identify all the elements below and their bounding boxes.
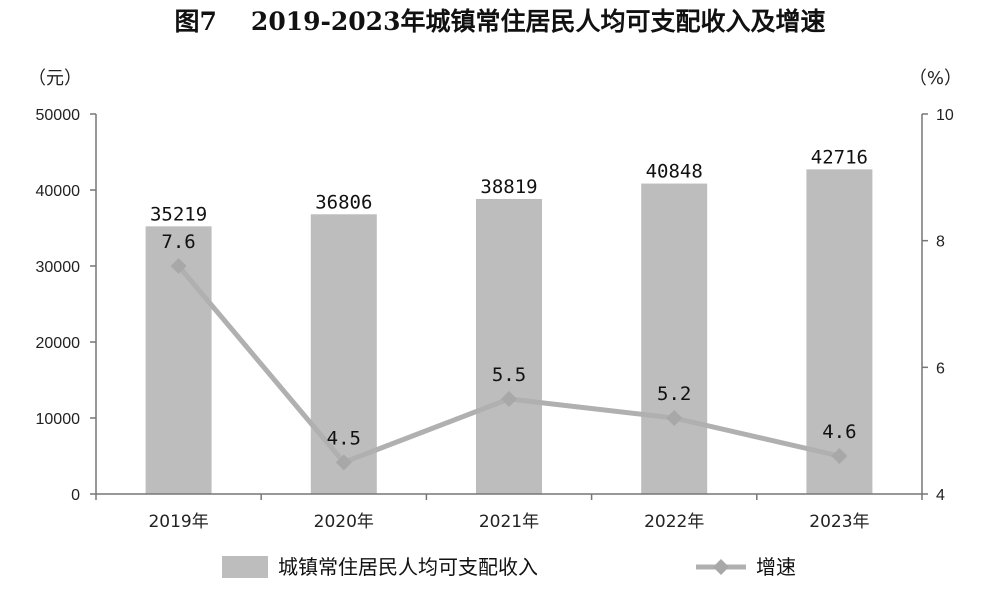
- growth-marker: [170, 258, 187, 274]
- left-tick-label: 50000: [36, 107, 81, 124]
- left-tick-label: 10000: [36, 411, 81, 428]
- right-axis-unit: （%）: [909, 68, 962, 89]
- right-tick-label: 8: [936, 234, 945, 251]
- bar: [641, 183, 708, 494]
- bar: [310, 214, 377, 494]
- bar-value-label: 42716: [811, 146, 868, 168]
- chart-title: 图7 2019-2023年城镇常住居民人均可支配收入及增速: [0, 2, 1000, 38]
- legend-bar-swatch: [222, 556, 268, 578]
- left-tick-label: 0: [71, 487, 80, 504]
- title-text: 2019-2023年城镇常住居民人均可支配收入及增速: [250, 7, 826, 36]
- growth-value-label: 4.6: [822, 421, 856, 443]
- legend-line-label: 增速: [756, 555, 796, 579]
- x-tick-label: 2021年: [479, 512, 539, 532]
- bar: [806, 169, 873, 494]
- right-tick-label: 4: [936, 487, 945, 504]
- legend-bar-label: 城镇常住居民人均可支配收入: [278, 555, 538, 579]
- growth-value-label: 4.5: [327, 427, 361, 449]
- x-tick-label: 2023年: [809, 512, 869, 532]
- left-tick-label: 40000: [36, 183, 81, 200]
- bar-value-label: 36806: [315, 191, 372, 213]
- growth-value-label: 7.6: [161, 231, 195, 253]
- legend-line-marker: [713, 559, 729, 575]
- growth-marker: [831, 448, 848, 464]
- left-tick-label: 20000: [36, 335, 81, 352]
- bar-value-label: 35219: [150, 203, 207, 225]
- x-tick-label: 2022年: [644, 512, 704, 532]
- growth-marker: [335, 454, 352, 471]
- growth-value-label: 5.5: [492, 364, 526, 386]
- growth-marker: [501, 391, 517, 407]
- right-tick-label: 10: [936, 107, 954, 124]
- x-tick-label: 2020年: [314, 512, 374, 532]
- figure-number: 图7: [174, 7, 217, 36]
- x-tick-label: 2019年: [148, 512, 208, 532]
- bar-value-label: 38819: [480, 176, 537, 198]
- bar: [476, 198, 542, 495]
- left-axis-unit: （元）: [28, 68, 82, 89]
- left-tick-label: 30000: [36, 259, 81, 276]
- bar-value-label: 40848: [646, 161, 703, 183]
- growth-marker: [666, 410, 683, 426]
- right-tick-label: 6: [936, 360, 945, 377]
- growth-value-label: 5.2: [657, 383, 691, 405]
